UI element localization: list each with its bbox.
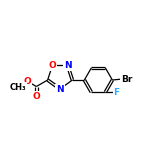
Text: Br: Br — [121, 74, 132, 83]
Text: O: O — [33, 92, 40, 101]
Text: N: N — [64, 61, 71, 70]
Text: F: F — [113, 88, 119, 97]
Text: O: O — [24, 77, 32, 86]
Text: O: O — [48, 61, 56, 70]
Text: N: N — [56, 85, 64, 93]
Text: CH₃: CH₃ — [10, 83, 26, 92]
